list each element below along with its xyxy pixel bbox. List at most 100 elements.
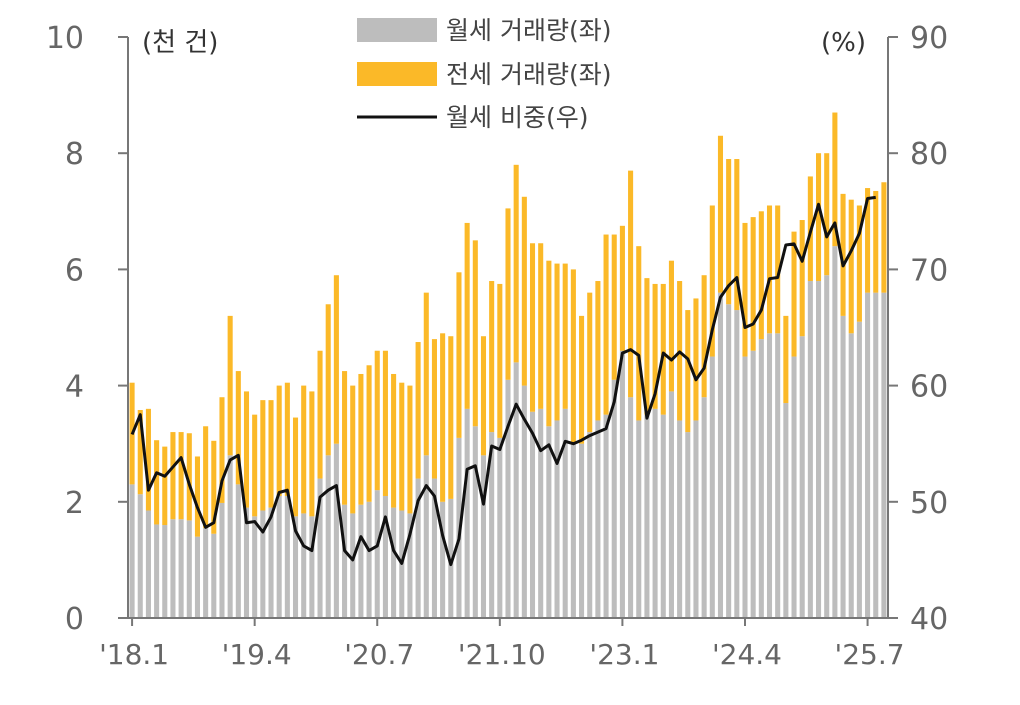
bar-jeonse [252,414,258,517]
right-tick-label: 70 [910,253,948,288]
bar-monthly-rent [497,437,503,618]
left-tick-label: 4 [65,370,84,405]
bar-monthly-rent [603,414,609,618]
bar-monthly-rent [750,350,756,618]
bar-jeonse [636,246,642,421]
bar-monthly-rent [734,310,740,618]
x-tick-label: '19.4 [222,638,292,671]
bar-monthly-rent [693,420,699,618]
bar-jeonse [742,222,748,357]
bar-monthly-rent [317,478,323,618]
bar-jeonse [873,190,879,293]
bar-monthly-rent [816,281,822,618]
bar-monthly-rent [726,304,732,618]
bar-monthly-rent [219,502,225,618]
bar-monthly-rent [619,350,625,618]
bar-jeonse [489,281,495,433]
bar-monthly-rent [358,504,364,618]
bar-jeonse [562,263,568,409]
right-tick-label: 90 [910,21,948,56]
bar-jeonse [693,298,699,421]
bar-jeonse [840,193,846,316]
bar-jeonse [832,112,838,247]
bar-jeonse [726,159,732,305]
bar-jeonse [374,350,380,491]
bar-monthly-rent [170,519,176,618]
bar-jeonse [292,417,299,517]
bar-jeonse [456,272,462,438]
left-tick-label: 2 [65,486,84,521]
bar-jeonse [276,385,282,496]
bar-monthly-rent [881,292,887,618]
bar-monthly-rent [832,246,838,618]
x-tick-label: '18.1 [99,638,169,671]
bar-jeonse [415,342,421,479]
bar-jeonse [350,385,356,514]
bar-monthly-rent [350,513,356,618]
bar-monthly-rent [178,519,184,618]
bar-monthly-rent [579,443,585,618]
bar-monthly-rent [660,414,666,618]
bar-jeonse [145,408,151,511]
left-axis-unit-label: (천 건) [142,28,218,58]
bar-jeonse [284,382,290,496]
bar-jeonse [529,243,536,412]
bar-monthly-rent [284,495,290,618]
bar-jeonse [472,240,478,427]
bar-monthly-rent [162,525,168,618]
bar-monthly-rent [865,292,871,618]
bar-monthly-rent [145,510,151,618]
bar-jeonse [382,350,388,496]
bar-jeonse [170,432,176,520]
bars-layer [129,112,887,618]
bar-monthly-rent [644,414,650,618]
bar-monthly-rent [186,520,192,618]
bar-monthly-rent [333,443,339,618]
bar-jeonse [717,135,724,293]
bar-jeonse [268,400,274,508]
bar-monthly-rent [636,420,642,618]
bar-monthly-rent [211,533,217,618]
bar-monthly-rent [505,379,511,618]
bar-monthly-rent [301,513,307,618]
right-tick-label: 80 [910,137,948,172]
bar-monthly-rent [276,495,282,618]
right-axis-unit-label: (%) [821,28,866,58]
bar-jeonse [701,275,707,398]
bar-jeonse [881,182,887,293]
bar-jeonse [570,269,576,444]
bar-monthly-rent [873,292,879,618]
bar-monthly-rent [489,432,495,618]
bar-jeonse [497,283,503,438]
bar-monthly-rent [480,455,487,618]
bar-monthly-rent [685,432,691,618]
bar-jeonse [448,336,454,499]
bar-monthly-rent [807,281,813,618]
bar-monthly-rent [325,455,331,618]
bar-monthly-rent [235,484,241,618]
bar-monthly-rent [783,403,789,618]
bar-jeonse [358,373,364,505]
bar-monthly-rent [766,333,773,618]
bar-monthly-rent [677,420,683,618]
x-tick-label: '21.10 [458,638,546,671]
bar-monthly-rent [366,501,372,618]
bar-monthly-rent [203,527,209,618]
bar-jeonse [366,365,372,502]
bar-monthly-rent [374,490,380,618]
bar-monthly-rent [154,524,160,618]
bar-jeonse [137,410,143,495]
bar-monthly-rent [628,397,634,618]
bar-monthly-rent [791,356,797,618]
bar-jeonse [521,196,527,386]
legend: 월세 거래량(좌) 전세 거래량(좌) 월세 비중(우) [357,16,611,132]
bar-monthly-rent [668,391,674,618]
bar-jeonse [668,260,674,392]
bar-monthly-rent [562,408,568,618]
bar-jeonse [243,391,250,508]
bar-jeonse [775,205,781,334]
line-layer [130,195,876,567]
bar-monthly-rent [717,292,724,618]
bar-jeonse [750,217,756,351]
bar-jeonse [538,243,544,409]
